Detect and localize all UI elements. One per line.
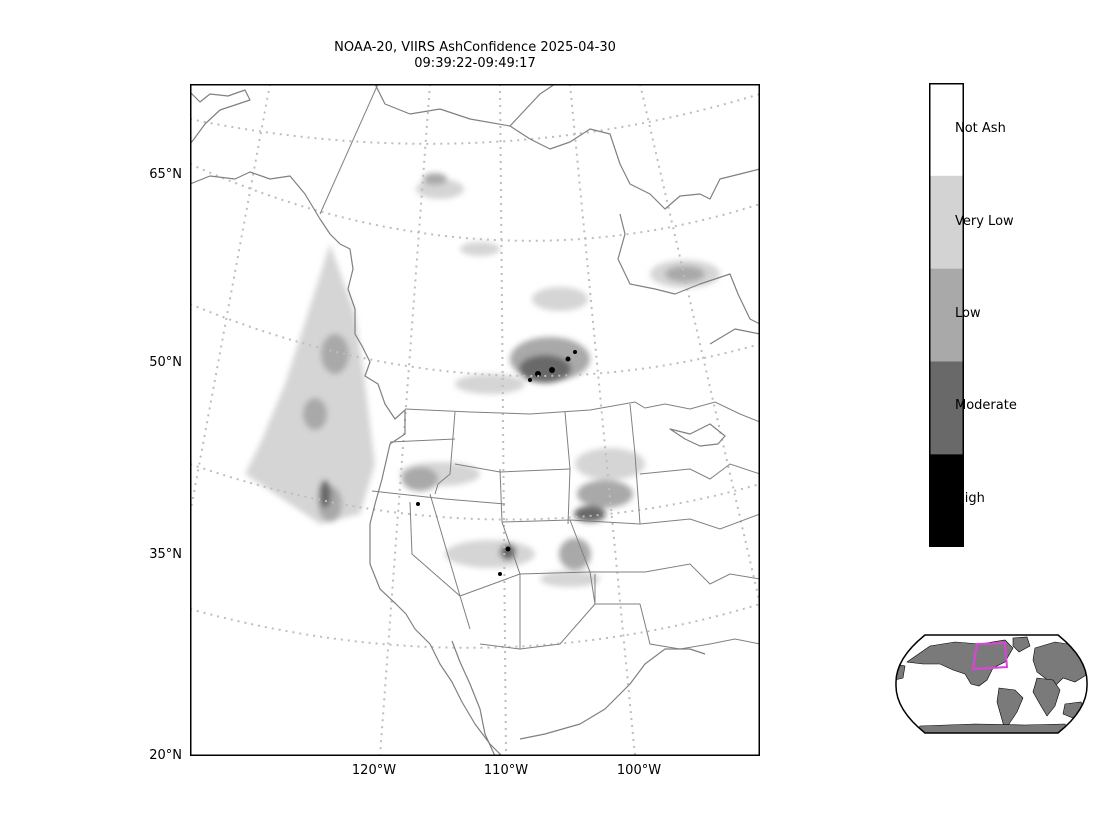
map-frame <box>190 84 760 756</box>
colorbar-label-moderate: Moderate <box>955 398 1017 413</box>
swath-plains-verylow <box>575 448 645 480</box>
swath-prairie-verylow <box>455 374 525 394</box>
state-line-az-nm <box>459 573 521 650</box>
swath-oregon-low <box>402 467 438 491</box>
state-line-ca-nv <box>409 501 461 597</box>
meridian-130w <box>190 84 271 515</box>
lon-label-120w: 120°W <box>351 763 397 778</box>
colorbar <box>929 83 964 547</box>
swath-colorado-verylow <box>445 540 535 568</box>
state-line-nebraska <box>499 468 641 525</box>
state-line-missouri <box>644 563 760 585</box>
lat-label-35: 35°N <box>149 547 182 562</box>
swath-west-verylow <box>245 244 375 524</box>
high-pixel <box>505 546 511 552</box>
state-line-south <box>639 603 760 650</box>
australia <box>1062 701 1086 719</box>
swath-nm-moderate <box>500 544 516 560</box>
alaska-south-coast <box>190 171 341 245</box>
swath-core-moderate <box>519 355 571 383</box>
colorbar-segment-moderate <box>929 361 964 455</box>
state-line-mn <box>629 403 641 525</box>
africa <box>1032 677 1061 717</box>
parallel-40n <box>190 463 760 521</box>
antarctica <box>914 723 1071 733</box>
swath-kansas-low <box>577 480 633 508</box>
high-pixel <box>535 371 541 377</box>
state-line-wa-or <box>389 438 456 443</box>
state-line-ok <box>589 571 640 605</box>
high-pixel <box>565 356 571 362</box>
lon-label-110w: 110°W <box>483 763 529 778</box>
lat-label-50: 50°N <box>149 355 182 370</box>
high-pixel <box>498 572 502 576</box>
meridian-90w <box>639 84 760 605</box>
state-line-iowa <box>639 513 760 530</box>
us-canada-coast-east <box>709 328 760 345</box>
swath-central-verylow <box>532 287 588 311</box>
swath-bc-low-2 <box>303 398 327 430</box>
baja-coast <box>451 640 496 756</box>
canada-arctic-coast <box>509 125 760 210</box>
swath-north-verylow-2 <box>460 242 500 256</box>
us-canada-border <box>404 401 760 423</box>
coastlines <box>190 84 760 756</box>
political-borders <box>319 84 760 650</box>
swath-north-low <box>423 173 447 185</box>
colorbar-label-very-low: Very Low <box>955 214 1014 229</box>
swath-hudson-low <box>665 266 705 282</box>
title-line-1: NOAA-20, VIIRS AshConfidence 2025-04-30 <box>334 40 616 55</box>
canada-alaska-border <box>319 84 379 215</box>
swath-bc-low <box>321 334 349 374</box>
colorbar-label-high: High <box>955 491 985 506</box>
arctic-coast <box>374 84 556 127</box>
high-pixel <box>573 350 577 354</box>
title-line-2: 09:39:22-09:49:17 <box>414 56 536 71</box>
state-line-midwest <box>639 463 760 480</box>
map-extent-highlight <box>971 641 1009 671</box>
high-pixel <box>416 502 420 506</box>
greenland <box>1012 636 1031 653</box>
colorbar-segment-very-low <box>929 175 964 269</box>
swath-south-verylow <box>540 571 600 587</box>
lat-label-20: 20°N <box>149 748 182 763</box>
high-pixel <box>549 367 555 373</box>
globe-outline <box>895 634 1088 734</box>
colorbar-label-not-ash: Not Ash <box>955 121 1006 136</box>
meridian-110w <box>499 84 507 756</box>
colorbar-segment-low <box>929 268 964 362</box>
swath-north-verylow <box>416 179 464 199</box>
swath-texas-low <box>559 538 591 570</box>
colorbar-label-low: Low <box>955 306 981 321</box>
ash-confidence-map <box>190 84 760 756</box>
state-line-dakotas <box>564 411 571 525</box>
swath-plains-moderate <box>574 506 606 522</box>
pacific-coast <box>339 243 503 756</box>
alaska-coast <box>190 89 251 145</box>
colorbar-frame <box>929 83 964 547</box>
lon-label-100w: 100°W <box>616 763 662 778</box>
state-line-or-ca <box>371 490 506 505</box>
colorbar-segment-high <box>929 454 964 547</box>
colorbar-segment-not-ash <box>929 83 964 176</box>
south-america <box>996 687 1024 731</box>
meridian-100w <box>569 84 636 756</box>
ash-high-detections <box>416 350 577 576</box>
great-lakes <box>669 423 726 447</box>
global-locator-inset <box>895 634 1088 734</box>
swath-coast-moderate <box>319 480 331 508</box>
high-pixel <box>528 378 532 382</box>
state-line-idaho <box>434 411 456 495</box>
lat-label-65: 65°N <box>149 167 182 182</box>
north-america <box>906 639 1014 687</box>
hudson-bay-coast <box>617 213 760 325</box>
ash-detections <box>245 173 720 587</box>
state-line-texas <box>519 574 596 650</box>
map-title: NOAA-20, VIIRS AshConfidence 2025-04-30 … <box>190 40 760 72</box>
